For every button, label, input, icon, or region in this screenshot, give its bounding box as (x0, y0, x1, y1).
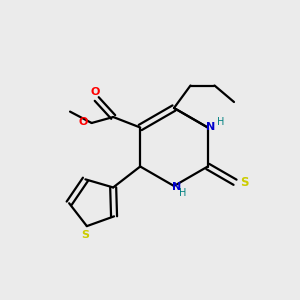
Text: N: N (206, 122, 215, 132)
Text: H: H (179, 188, 187, 199)
Text: S: S (81, 230, 89, 239)
Text: N: N (172, 182, 181, 192)
Text: O: O (79, 116, 88, 127)
Text: O: O (91, 87, 100, 98)
Text: S: S (240, 176, 248, 189)
Text: H: H (217, 117, 224, 127)
